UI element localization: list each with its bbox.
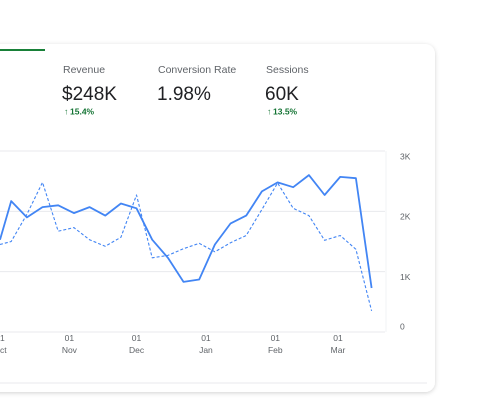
change-arrow: ↑ <box>64 106 68 116</box>
x-tick-label: 01 Feb <box>268 333 283 355</box>
x-tick-label: 01 Mar <box>331 333 346 355</box>
y-tick-label: 1K <box>400 272 411 282</box>
y-tick-label: 0 <box>400 321 405 331</box>
metric-value[interactable]: 60K <box>265 84 299 105</box>
x-tick-label: 01 Nov <box>62 333 78 355</box>
x-tick-label: 01Oct <box>0 333 7 355</box>
metric-value[interactable]: $248K <box>62 84 117 105</box>
x-tick-label: 01 Dec <box>129 333 145 355</box>
selected-tab-indicator <box>0 49 45 51</box>
metric-value[interactable]: 1.98% <box>157 84 211 105</box>
series-line <box>0 181 373 312</box>
series-line <box>0 174 373 289</box>
metric-label[interactable]: Revenue <box>63 64 105 76</box>
card <box>0 44 435 392</box>
y-tick-label: 2K <box>400 212 411 222</box>
y-tick-label: 3K <box>400 151 411 161</box>
metric-label[interactable]: Conversion Rate <box>158 64 236 76</box>
change-arrow: ↑ <box>267 106 271 116</box>
metric-change: 13.5% <box>273 106 298 116</box>
metric-label[interactable]: Sessions <box>266 64 309 76</box>
metric-change: 15.4% <box>70 106 95 116</box>
x-tick-label: 01 Jan <box>199 333 213 355</box>
